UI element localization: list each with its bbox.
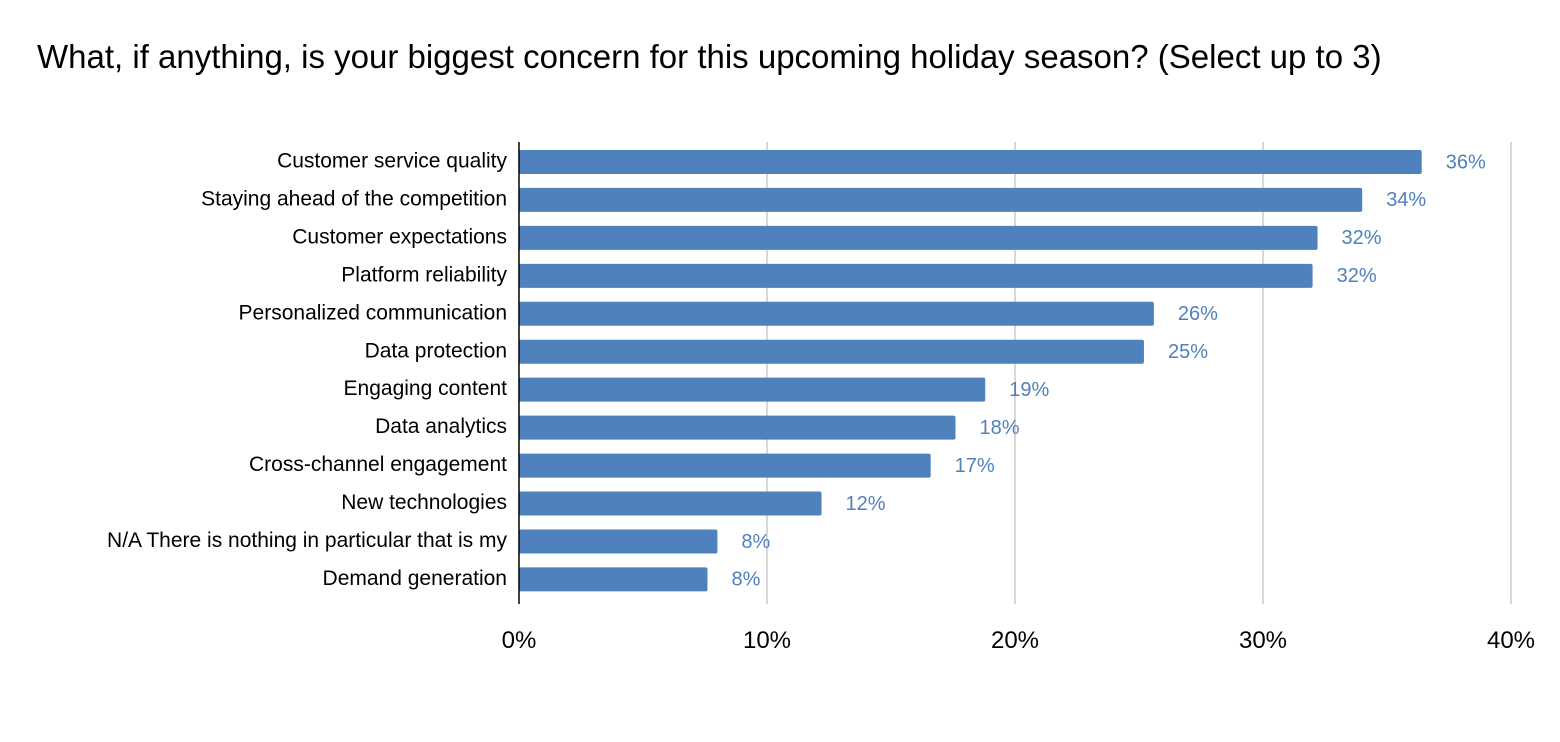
x-tick-label: 0% bbox=[502, 627, 537, 654]
chart-title: What, if anything, is your biggest conce… bbox=[37, 38, 1382, 75]
data-label: 32% bbox=[1337, 265, 1377, 287]
bar bbox=[519, 491, 822, 516]
bar bbox=[519, 339, 1144, 364]
x-tick-label: 40% bbox=[1487, 627, 1535, 654]
category-label: Demand generation bbox=[323, 567, 507, 590]
category-label: Customer expectations bbox=[292, 225, 507, 248]
category-label: Customer service quality bbox=[277, 150, 507, 173]
x-tick-label: 10% bbox=[743, 627, 791, 654]
data-label: 8% bbox=[731, 569, 760, 591]
category-label: Engaging content bbox=[344, 377, 508, 400]
data-label: 26% bbox=[1178, 303, 1218, 325]
data-label: 17% bbox=[955, 455, 995, 477]
bar bbox=[519, 377, 986, 402]
data-label: 18% bbox=[979, 417, 1019, 439]
bar bbox=[519, 263, 1313, 288]
category-label: N/A There is nothing in particular that … bbox=[107, 529, 507, 552]
bar bbox=[519, 301, 1154, 326]
x-tick-label: 30% bbox=[1239, 627, 1287, 654]
data-labels: 36%34%32%32%26%25%19%18%17%12%8%8% bbox=[731, 151, 1485, 590]
category-label: Personalized communication bbox=[239, 301, 507, 324]
category-label: New technologies bbox=[341, 491, 507, 514]
data-label: 19% bbox=[1009, 379, 1049, 401]
category-label: Data analytics bbox=[375, 415, 507, 438]
bar bbox=[519, 415, 956, 440]
x-axis-ticks: 0% 10% 20% 30% 40% bbox=[502, 627, 1535, 654]
category-label: Cross-channel engagement bbox=[249, 453, 507, 476]
category-label: Platform reliability bbox=[341, 263, 507, 286]
bars bbox=[519, 149, 1422, 592]
category-labels: Customer service quality Staying ahead of… bbox=[107, 150, 507, 590]
bar bbox=[519, 567, 708, 592]
x-tick-label: 20% bbox=[991, 627, 1039, 654]
data-label: 34% bbox=[1386, 189, 1426, 211]
bar bbox=[519, 187, 1363, 212]
data-label: 8% bbox=[741, 531, 770, 553]
gridlines bbox=[766, 142, 1512, 604]
data-label: 25% bbox=[1168, 341, 1208, 363]
bar bbox=[519, 149, 1422, 174]
data-label: 12% bbox=[846, 493, 886, 515]
data-label: 32% bbox=[1342, 227, 1382, 249]
data-label: 36% bbox=[1446, 151, 1486, 173]
bar bbox=[519, 453, 931, 478]
bar bbox=[519, 225, 1318, 250]
category-label: Staying ahead of the competition bbox=[201, 187, 507, 210]
bar bbox=[519, 529, 718, 554]
category-label: Data protection bbox=[365, 339, 507, 362]
